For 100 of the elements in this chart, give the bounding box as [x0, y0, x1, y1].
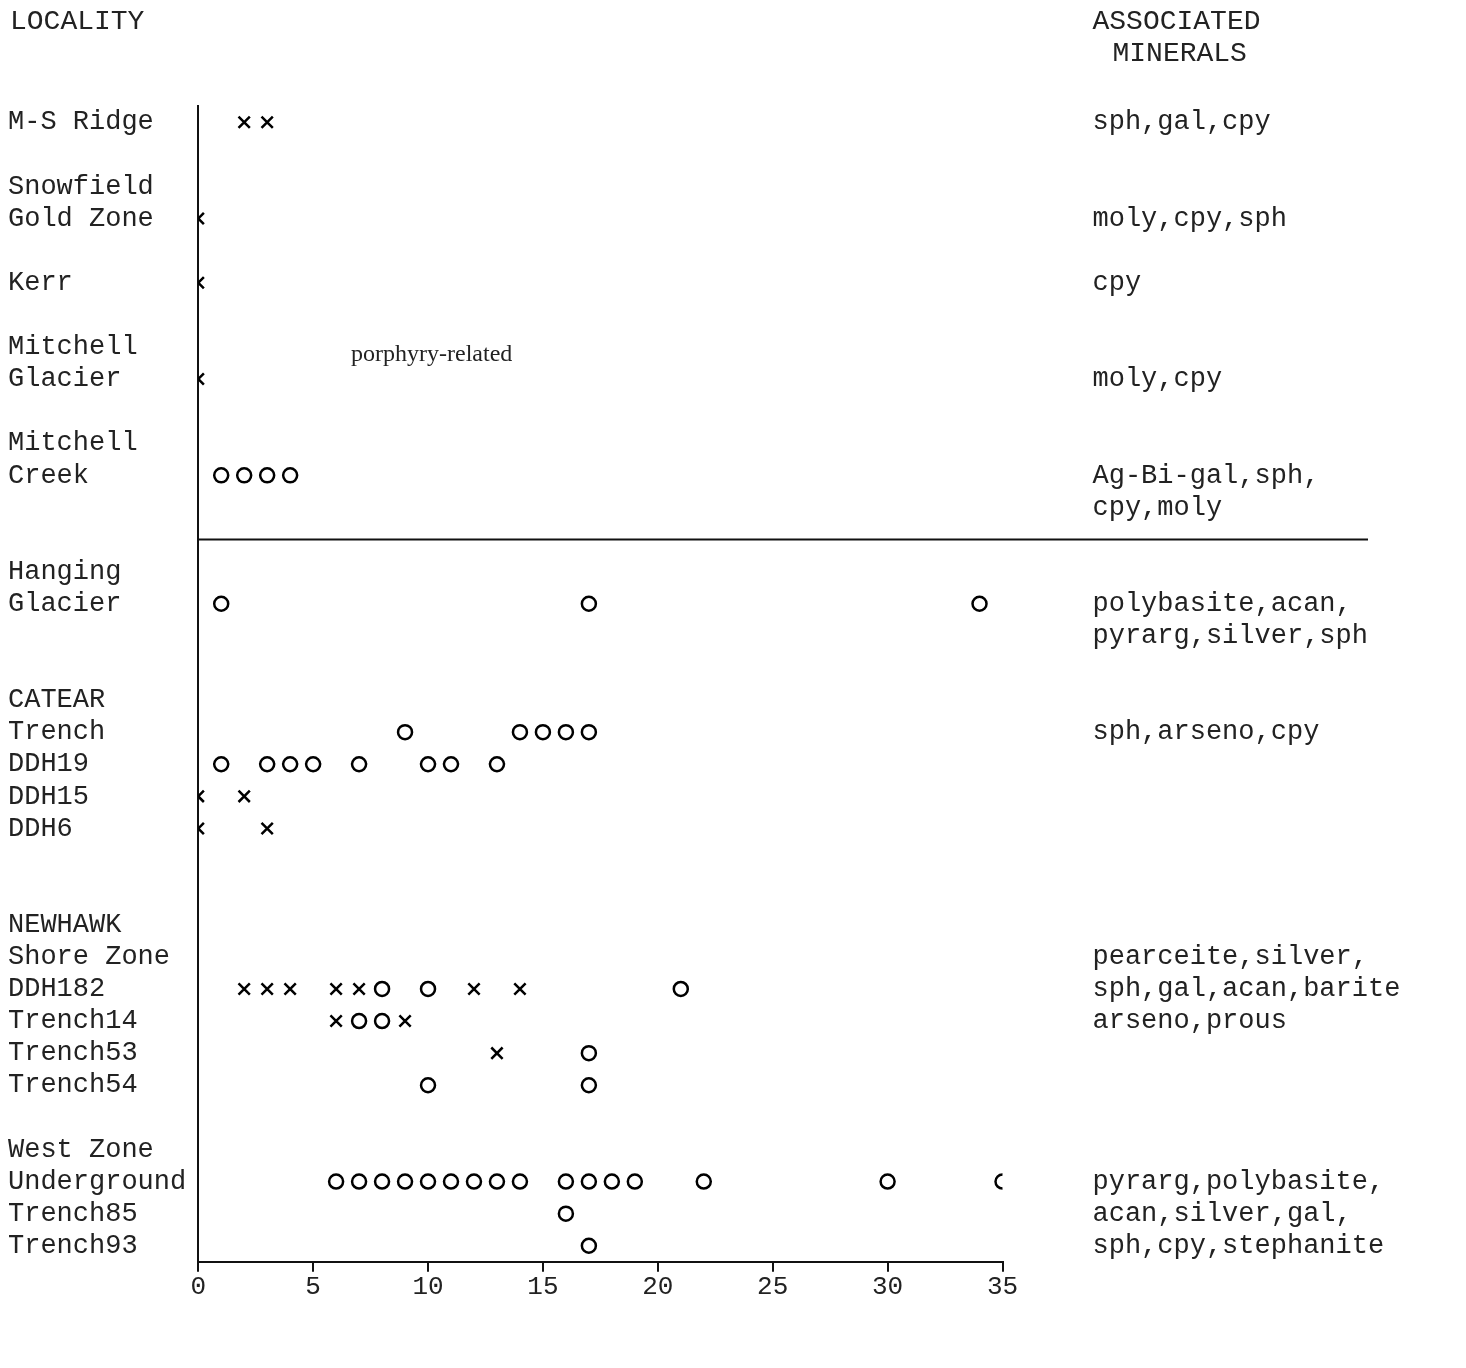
point	[350, 1173, 368, 1190]
point	[580, 1237, 598, 1254]
y-tick-label: Mitchell	[8, 332, 138, 363]
point	[329, 1014, 344, 1028]
point	[580, 1077, 598, 1094]
point	[580, 1173, 598, 1190]
y-tick-label: NEWHAWK	[8, 909, 123, 940]
y-tick-label: Shore Zone	[8, 942, 171, 973]
point	[580, 1044, 598, 1062]
y2-tick-label: Ag-Bi-gal,sph,	[1092, 460, 1320, 491]
y-tick-label: Creek	[8, 460, 90, 491]
y-tick-label: Hanging	[8, 556, 122, 587]
point	[419, 980, 437, 998]
y-tick-label: DDH6	[8, 813, 73, 844]
point	[419, 756, 437, 773]
y-tick-label: Kerr	[8, 267, 73, 298]
x-tick-label: 20	[642, 1272, 674, 1303]
point	[879, 1173, 896, 1190]
point	[490, 1046, 504, 1061]
point	[396, 1173, 414, 1190]
point	[235, 467, 253, 484]
point	[603, 1173, 621, 1190]
point	[398, 1014, 412, 1028]
y2-tick-label: arseno,prous	[1092, 1006, 1287, 1037]
point	[419, 1173, 437, 1190]
y-tick-label: Trench53	[8, 1038, 138, 1069]
point	[396, 723, 414, 741]
point	[626, 1173, 644, 1190]
point	[237, 789, 252, 804]
point	[283, 982, 298, 996]
point	[258, 756, 276, 773]
point	[442, 756, 460, 773]
point	[419, 1077, 437, 1094]
y2-tick-label: cpy,moly	[1092, 492, 1223, 523]
point	[260, 821, 275, 836]
point	[373, 980, 391, 998]
point	[511, 723, 529, 741]
point	[488, 756, 506, 773]
y-tick-label: Glacier	[8, 588, 122, 619]
y-tick-label: Glacier	[8, 364, 122, 395]
point	[580, 723, 598, 741]
y2-tick-label: polybasite,acan,	[1092, 588, 1352, 619]
x-tick-label: 15	[527, 1272, 559, 1303]
point	[488, 1173, 506, 1190]
y-tick-label: Underground	[8, 1166, 187, 1197]
y2-tick-label: moly,cpy,sph	[1092, 203, 1287, 234]
y-tick-label: Snowfield	[8, 171, 154, 202]
point	[212, 595, 230, 612]
point	[672, 980, 690, 998]
point	[329, 982, 344, 996]
y-tick-label: Trench	[8, 717, 106, 748]
point	[467, 982, 481, 996]
point	[350, 1012, 368, 1030]
y2-axis-title: ASSOCIATED MINERALS	[1092, 6, 1261, 70]
point	[511, 1173, 529, 1190]
y2-tick-label: cpy	[1092, 267, 1142, 298]
y2-tick-label: pyrarg,silver,sph	[1092, 621, 1368, 652]
y2-tick-label: pearceite,silver,	[1092, 942, 1368, 973]
point	[971, 595, 988, 612]
point	[373, 1012, 391, 1030]
x-tick-label: 10	[412, 1272, 444, 1303]
point	[442, 1173, 460, 1190]
point	[281, 467, 299, 484]
point	[350, 756, 368, 773]
y-tick-label: Trench85	[8, 1198, 138, 1229]
point	[237, 115, 252, 130]
x-tick-label: 25	[757, 1272, 789, 1303]
y2-tick-label: moly,cpy	[1092, 364, 1223, 395]
point	[304, 756, 322, 773]
point	[580, 595, 598, 612]
point	[281, 756, 299, 773]
x-tick-label: 0	[190, 1272, 207, 1303]
point	[327, 1173, 345, 1190]
y-tick-label: West Zone	[8, 1134, 154, 1165]
point	[260, 115, 275, 130]
y2-tick-label: sph,gal,acan,barite	[1092, 974, 1401, 1005]
y-tick-label: Trench14	[8, 1006, 138, 1037]
point	[212, 467, 230, 484]
point	[237, 982, 252, 996]
point	[373, 1173, 391, 1190]
point	[513, 982, 527, 996]
point	[258, 467, 276, 484]
y-tick-label: Trench54	[8, 1070, 138, 1101]
y2-tick-label: acan,silver,gal,	[1092, 1198, 1352, 1229]
point	[557, 723, 575, 741]
point	[557, 1173, 575, 1190]
y2-tick-label: sph,cpy,stephanite	[1092, 1230, 1385, 1261]
y-tick-label: Mitchell	[8, 428, 138, 459]
point	[212, 756, 230, 773]
y-tick-label: DDH182	[8, 974, 106, 1005]
point	[695, 1173, 713, 1190]
y-tick-label: M-S Ridge	[8, 107, 154, 138]
x-tick-label: 35	[986, 1272, 1019, 1303]
point	[534, 723, 552, 741]
y-tick-label: DDH15	[8, 781, 90, 812]
point	[352, 982, 366, 996]
y-tick-label: DDH19	[8, 749, 90, 780]
annotation: porphyry-related	[351, 339, 513, 366]
y2-tick-label: sph,gal,cpy	[1092, 107, 1271, 138]
point	[465, 1173, 483, 1190]
